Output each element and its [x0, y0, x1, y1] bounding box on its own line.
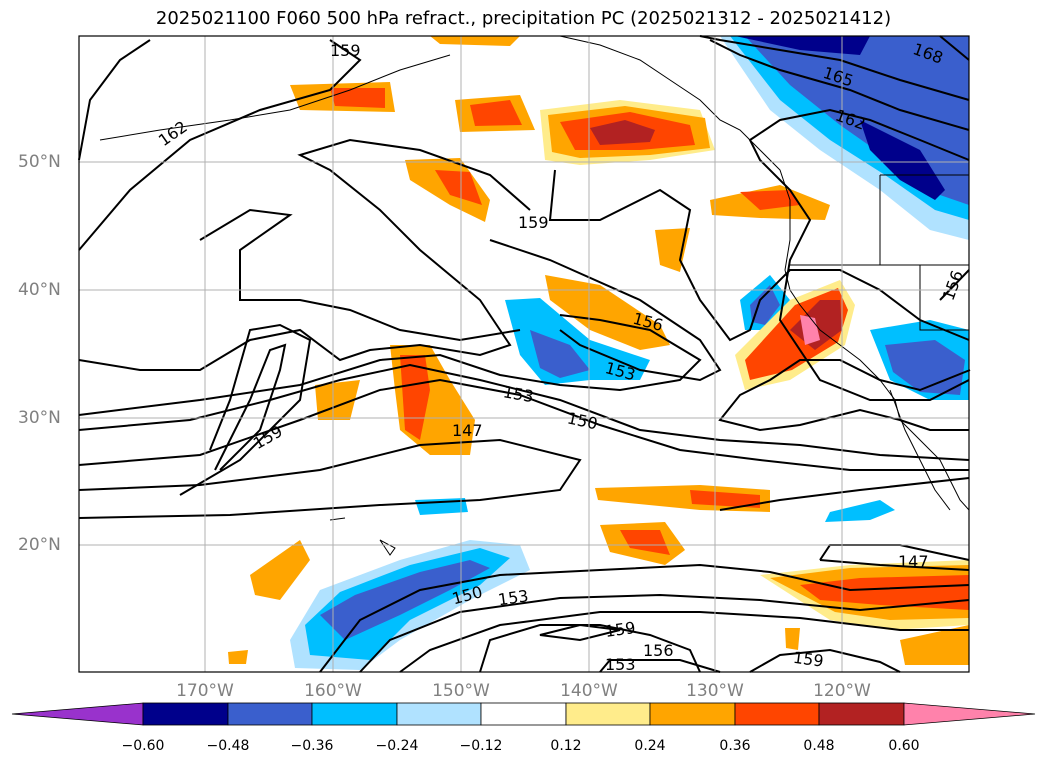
colorbar-swatch: [142, 702, 229, 726]
contour-label: 147: [898, 552, 929, 571]
colorbar-swatch: [311, 702, 398, 726]
map-title: 2025021100 F060 500 hPa refract., precip…: [155, 8, 892, 29]
contour-label: 153: [497, 586, 530, 609]
colorbar-swatch: [565, 702, 651, 726]
lon-label: 170°W: [176, 681, 234, 701]
colorbar-tick: −0.24: [375, 738, 419, 754]
contour-labels: 159 168 165 162 162 159 156 156 153 153 …: [155, 39, 967, 674]
colorbar-tick: 0.36: [719, 738, 751, 754]
colorbar-extend-high: [903, 702, 1036, 726]
colorbar-swatch: [396, 702, 482, 726]
contour-label: 147: [452, 421, 483, 440]
plot-frame: [78, 35, 970, 673]
contour-label: 159: [518, 213, 549, 232]
lat-label: 30°N: [18, 408, 61, 428]
lon-label: 160°W: [304, 681, 362, 701]
colorbar-tick: 0.12: [550, 738, 582, 754]
lon-label: 150°W: [432, 681, 490, 701]
colorbar-swatch: [480, 702, 567, 726]
lon-label: 120°W: [813, 681, 871, 701]
colorbar-tick: −0.48: [206, 738, 250, 754]
contour-label: 159: [604, 618, 637, 641]
lon-label: 140°W: [560, 681, 618, 701]
colorbar-tick: −0.12: [459, 738, 503, 754]
colorbar-tick: −0.60: [121, 738, 165, 754]
gridlines: [79, 36, 969, 672]
colorbar-extend-low: [11, 702, 144, 726]
colorbar-swatch: [649, 702, 736, 726]
colorbar-tick: −0.36: [290, 738, 334, 754]
colorbar-swatch: [734, 702, 820, 726]
lat-label: 50°N: [18, 152, 61, 172]
contour-label: 159: [792, 648, 825, 671]
contour-label: 159: [330, 41, 361, 60]
contour-label: 153: [605, 655, 636, 674]
colorbar-tick: 0.60: [888, 738, 920, 754]
colorbar-swatch: [227, 702, 313, 726]
lat-label: 40°N: [18, 280, 61, 300]
contour-label: 156: [643, 641, 674, 660]
colorbar-tick: 0.48: [803, 738, 835, 754]
colorbar: [11, 702, 1036, 726]
colorbar-tick: 0.24: [634, 738, 666, 754]
colorbar-swatch: [818, 702, 905, 726]
lat-label: 20°N: [18, 535, 61, 555]
lon-label: 130°W: [686, 681, 744, 701]
